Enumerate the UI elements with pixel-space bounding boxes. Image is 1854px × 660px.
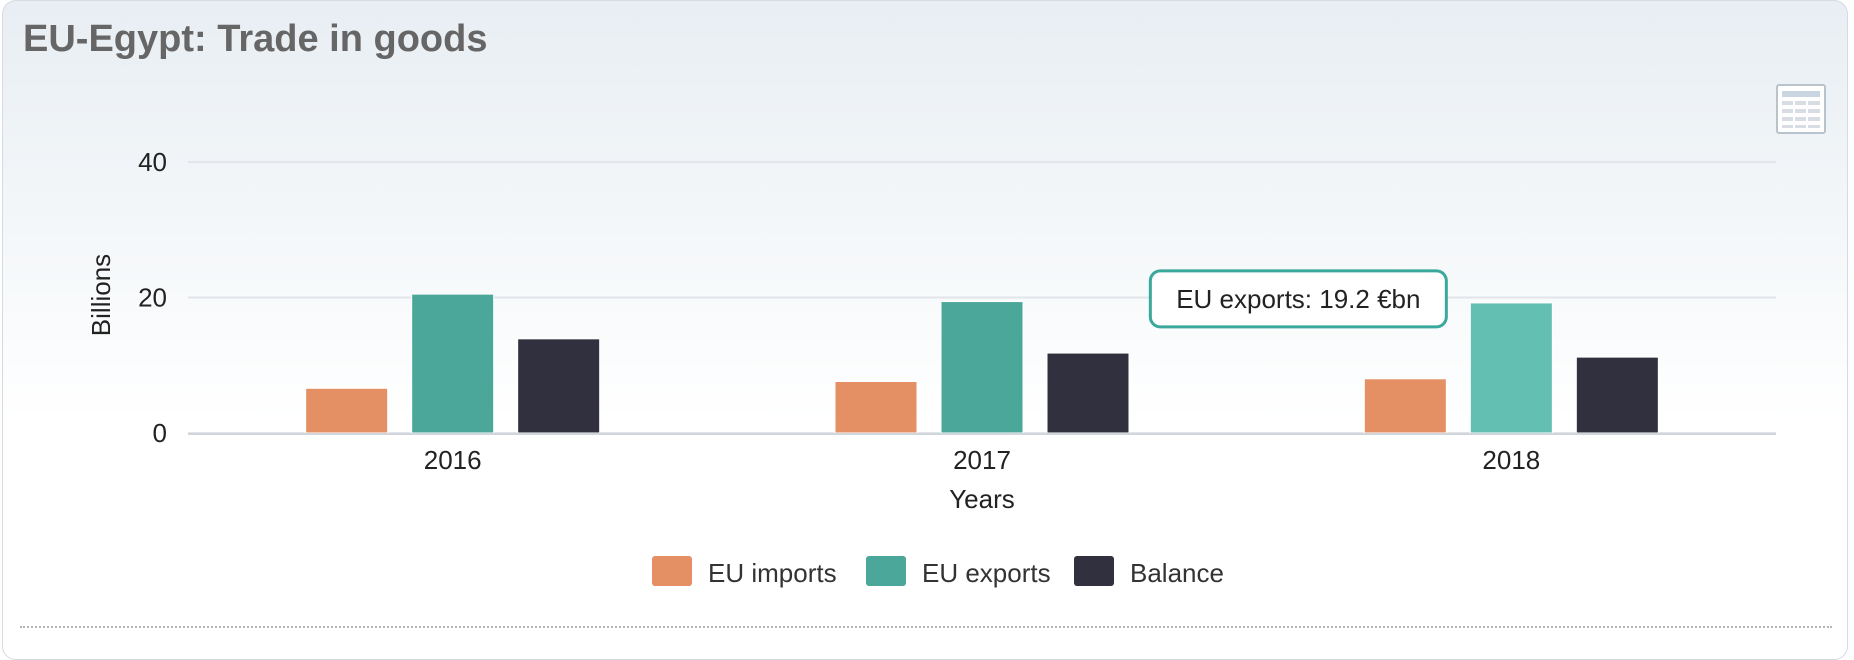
x-axis-label: Years [949,484,1015,514]
dotted-separator [20,626,1832,628]
page-title: EU-Egypt: Trade in goods [23,18,488,60]
legend-label: Balance [1130,558,1224,588]
tooltip-text: EU exports: 19.2 €bn [1176,284,1420,314]
x-tick-label: 2016 [424,445,482,475]
legend-swatch [652,556,692,586]
legend-item-2[interactable]: Balance [1074,556,1224,588]
exports-bar-2018[interactable] [1469,302,1553,434]
y-tick-label: 0 [153,418,167,448]
table-view-icon[interactable] [1776,84,1826,134]
balance-bar-2016[interactable] [517,338,601,434]
legend-label: EU imports [708,558,837,588]
legend-swatch [866,556,906,586]
legend-swatch [1074,556,1114,586]
x-tick-label: 2017 [953,445,1011,475]
trade-bar-chart: 0 20 40 Billions 2016 2017 2018 Years EU imports… [86,147,1776,588]
y-tick-label: 40 [138,147,167,177]
tooltip-box [1148,269,1448,329]
imports-bar-2017[interactable] [834,381,918,434]
balance-bar-2018[interactable] [1575,356,1659,434]
balance-bar-2017[interactable] [1046,352,1130,434]
exports-bar-2016[interactable] [411,293,495,434]
legend-label: EU exports [922,558,1051,588]
imports-bar-2018[interactable] [1363,378,1447,434]
y-axis-label: Billions [86,254,116,336]
legend-item-1[interactable]: EU exports [866,556,1051,588]
imports-bar-2016[interactable] [305,387,389,434]
y-tick-label: 20 [138,283,167,313]
x-tick-label: 2018 [1482,445,1540,475]
tooltip: EU exports: 19.2 €bn [1148,269,1448,329]
legend-item-0[interactable]: EU imports [652,556,837,588]
exports-bar-2017[interactable] [940,301,1024,434]
